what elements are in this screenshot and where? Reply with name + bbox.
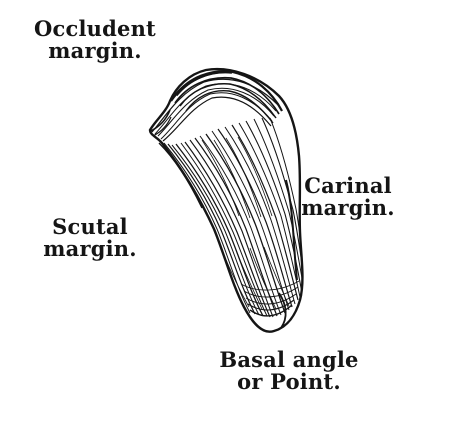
scutal-margin-label: Scutal margin.: [38, 216, 142, 260]
carinal-margin-line-1: Carinal: [304, 173, 392, 198]
occludent-margin-line-1: Occludent: [34, 16, 156, 41]
carinal-margin-label: Carinal margin.: [300, 175, 396, 219]
occludent-margin-label: Occludent margin.: [34, 18, 156, 62]
scutal-margin-line-2: margin.: [43, 236, 137, 261]
basal-angle-line-2: or Point.: [237, 369, 341, 394]
basal-angle-label: Basal angle or Point.: [214, 349, 364, 393]
carinal-margin-line-2: margin.: [301, 195, 395, 220]
shell-growth-lines: [150, 70, 303, 318]
occludent-margin-line-2: margin.: [48, 38, 142, 63]
scutal-margin-line-1: Scutal: [52, 214, 128, 239]
shell-shadow-accents: [158, 70, 298, 329]
basal-angle-line-1: Basal angle: [219, 347, 359, 372]
